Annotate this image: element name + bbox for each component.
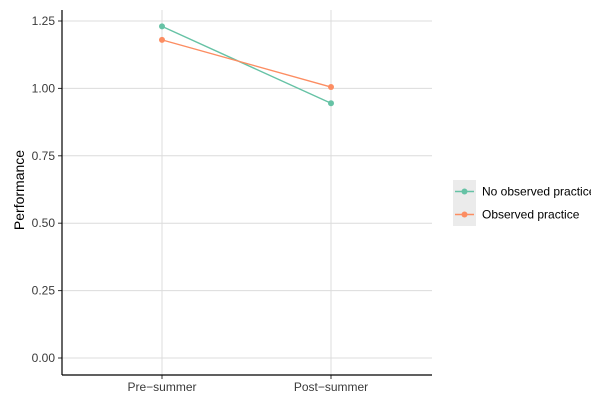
- legend: No observed practice Observed practice: [453, 180, 591, 226]
- x-tick-label: Post−summer: [294, 380, 368, 393]
- grid-lines: [62, 10, 432, 375]
- y-tick-label: 0.50: [32, 216, 56, 230]
- data-point: [159, 36, 165, 43]
- series-line: [161, 39, 332, 88]
- legend-key-point: [461, 188, 468, 195]
- y-tick-labels: 0.00 0.25 0.50 0.75 1.00 1.25: [32, 14, 56, 365]
- data-point: [159, 23, 165, 30]
- data-point: [328, 84, 334, 91]
- data-point: [328, 100, 334, 107]
- legend-key-point: [461, 211, 468, 218]
- x-tick-labels: Pre−summer Post−summer: [127, 380, 368, 393]
- y-tick-label: 1.00: [32, 81, 56, 95]
- series-line: [161, 25, 332, 104]
- y-axis-title: Performance: [11, 150, 27, 230]
- legend-label: Observed practice: [482, 208, 580, 222]
- axes: [58, 10, 432, 379]
- y-tick-label: 1.25: [32, 14, 56, 28]
- legend-label: No observed practice: [482, 185, 591, 199]
- y-tick-label: 0.25: [32, 284, 56, 298]
- y-tick-label: 0.00: [32, 351, 56, 365]
- series-lines: [159, 23, 334, 107]
- y-tick-label: 0.75: [32, 149, 56, 163]
- legend-key-background: [453, 180, 476, 226]
- x-tick-label: Pre−summer: [127, 380, 196, 393]
